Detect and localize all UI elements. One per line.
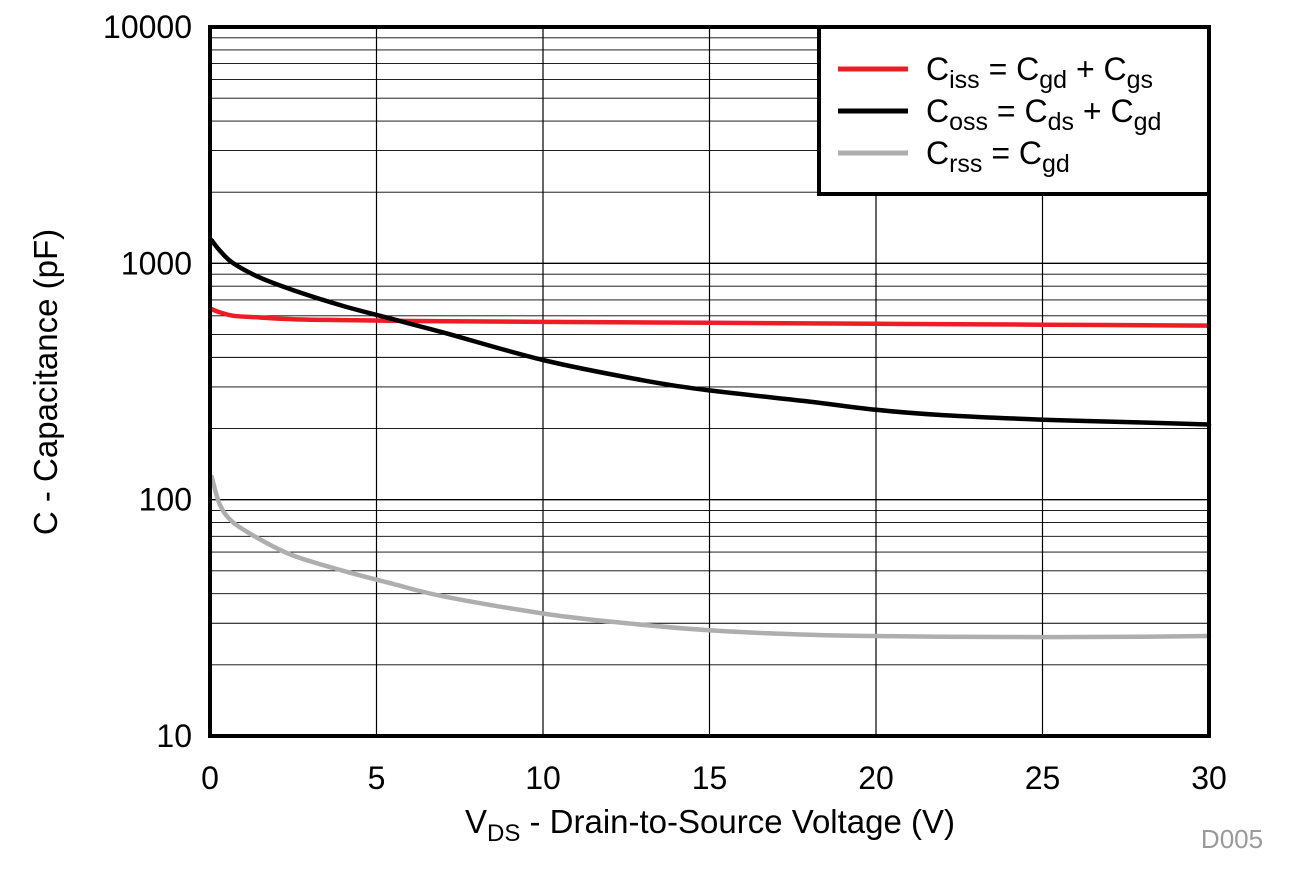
data-series: [209, 238, 1212, 640]
y-tick-label: 1000: [121, 245, 192, 281]
x-tick-label: 20: [858, 760, 894, 796]
x-tick-label: 15: [692, 760, 728, 796]
x-tick-label: 25: [1025, 760, 1061, 796]
legend-box: [817, 25, 1211, 196]
legend-entry-1: Ciss = Cgd + Cgs: [926, 51, 1153, 94]
legend-entry-3: Crss = Cgd: [926, 135, 1070, 178]
y-axis-ticks: 10 100 1000 10000: [103, 9, 192, 754]
y-tick-label: 10000: [103, 9, 192, 45]
plot-frame: [208, 25, 1211, 738]
series-line-3: [209, 474, 1212, 640]
y-tick-label: 10: [156, 718, 192, 754]
legend-entry-2: Coss = Cds + Cgd: [926, 93, 1161, 136]
series-line-2: [209, 238, 1212, 427]
x-tick-label: 0: [201, 760, 219, 796]
x-tick-label: 30: [1191, 760, 1227, 796]
y-tick-label: 100: [139, 482, 192, 518]
figure-code: D005: [1201, 824, 1263, 854]
x-axis-label-rest: - Drain-to-Source Voltage (V): [520, 803, 955, 840]
x-axis-ticks: 0 5 10 15 20 25 30: [201, 760, 1227, 796]
y-axis-label: C - Capacitance (pF): [27, 229, 64, 535]
x-tick-label: 5: [368, 760, 386, 796]
x-axis-label: VDS - Drain-to-Source Voltage (V): [465, 803, 955, 847]
x-axis-label-subscript: DS: [487, 820, 520, 847]
x-tick-label: 10: [525, 760, 561, 796]
series-line-1: [209, 306, 1212, 328]
x-axis-label-main: V: [465, 803, 487, 840]
